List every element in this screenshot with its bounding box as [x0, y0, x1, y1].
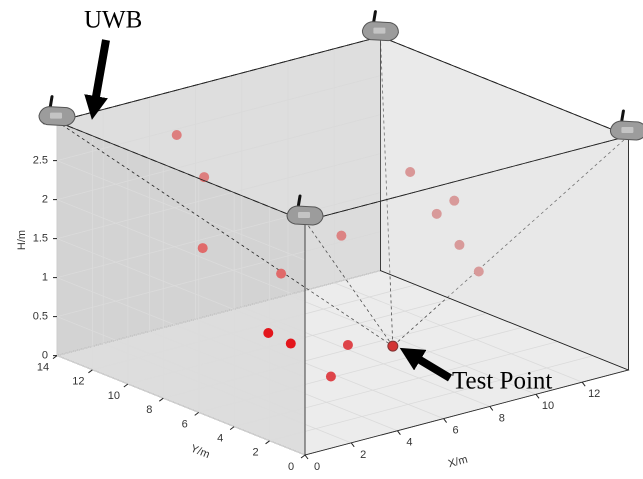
y-tick: [88, 370, 92, 373]
x-tick: [305, 455, 308, 459]
z-axis-label: H/m: [16, 230, 28, 250]
anchor-label: [298, 212, 310, 218]
data-point: [198, 243, 208, 253]
data-point: [286, 339, 296, 349]
anchor-label: [373, 28, 385, 34]
z-tick-label: 0.5: [33, 311, 48, 323]
y-tick-label: 6: [182, 418, 188, 430]
chart: 0246810120246810121400.511.522.53H/mY/mX…: [0, 0, 643, 479]
y-tick-label: 8: [146, 404, 152, 416]
data-point: [276, 269, 286, 279]
uwb-arrow: [94, 40, 106, 108]
y-tick-label: 4: [217, 433, 223, 445]
uwb-anchor: [610, 111, 643, 140]
y-tick-label: 0: [288, 461, 294, 473]
y-tick: [124, 384, 128, 387]
y-tick: [230, 427, 234, 430]
x-tick-label: 8: [499, 412, 505, 424]
x-tick-label: 10: [542, 400, 554, 412]
anchor-label: [50, 113, 62, 119]
anchor-label: [621, 127, 633, 133]
x-tick: [536, 394, 539, 398]
x-axis-label: X/m: [447, 454, 469, 471]
z-tick-label: 2.5: [33, 155, 48, 167]
x-tick-label: 6: [453, 424, 459, 436]
y-axis-label: Y/m: [189, 443, 212, 461]
x-tick-label: 0: [314, 461, 320, 473]
x-tick: [490, 406, 493, 410]
data-point: [263, 328, 273, 338]
y-tick-label: 10: [108, 390, 120, 402]
x-tick-label: 2: [360, 449, 366, 461]
uwb-anchor: [39, 97, 75, 126]
x-tick: [444, 419, 447, 423]
uwb-anchor: [362, 12, 398, 41]
x-tick: [582, 382, 585, 386]
z-tick-label: 2: [42, 194, 48, 206]
z-tick-label: 0: [42, 350, 48, 362]
x-tick-label: 4: [406, 437, 412, 449]
y-tick: [266, 441, 270, 444]
y-tick: [195, 412, 199, 415]
z-tick-label: 1.5: [33, 233, 48, 245]
y-tick: [301, 455, 305, 458]
y-tick: [159, 398, 163, 401]
x-tick: [397, 431, 400, 435]
z-tick-label: 1: [42, 272, 48, 284]
x-tick-label: 12: [588, 388, 600, 400]
x-tick: [351, 443, 354, 447]
uwb-annotation: UWB: [84, 7, 142, 34]
y-tick-label: 14: [37, 362, 49, 374]
y-tick-label: 12: [72, 376, 84, 388]
y-tick-label: 2: [253, 447, 259, 459]
test-point-annotation: Test Point: [452, 368, 552, 395]
